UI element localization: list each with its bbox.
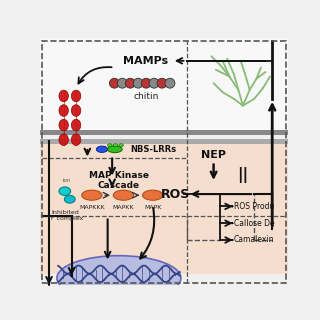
Ellipse shape [71,134,81,146]
Ellipse shape [71,90,81,102]
Circle shape [165,78,175,88]
Ellipse shape [82,190,102,200]
Ellipse shape [59,187,71,196]
Ellipse shape [71,119,81,131]
Text: MAPK: MAPK [144,205,161,210]
Circle shape [141,78,151,88]
Ellipse shape [71,105,81,116]
Circle shape [117,78,127,88]
Text: ||: || [237,167,249,183]
Ellipse shape [59,90,68,102]
Ellipse shape [113,190,133,200]
Bar [40,143,288,274]
Ellipse shape [143,190,163,200]
Circle shape [125,78,135,88]
Text: TF complex: TF complex [47,216,83,221]
Text: Callose De: Callose De [234,219,275,228]
Circle shape [157,78,167,88]
Circle shape [149,78,159,88]
Ellipse shape [59,119,68,131]
Text: ion: ion [62,178,71,183]
Text: NEP: NEP [201,150,226,160]
Text: ROS Produ: ROS Produ [234,202,274,211]
Circle shape [109,78,119,88]
Circle shape [133,78,143,88]
Ellipse shape [64,195,75,203]
Ellipse shape [57,256,181,300]
Bar [40,130,288,135]
Text: MAP Kinase
Cascade: MAP Kinase Cascade [89,171,149,190]
Text: chitin: chitin [133,92,159,101]
Ellipse shape [108,146,122,153]
Bar [40,139,288,144]
Text: NBS-LRRs: NBS-LRRs [130,145,176,154]
Bar [40,21,288,134]
Ellipse shape [59,134,68,146]
Ellipse shape [108,144,112,147]
Text: ROS: ROS [161,188,190,201]
Text: Camalexin: Camalexin [234,236,274,244]
Ellipse shape [113,144,118,147]
Text: MAMPs: MAMPs [124,56,169,66]
Ellipse shape [119,144,124,147]
Text: Inhibited: Inhibited [51,210,79,215]
Ellipse shape [59,105,68,116]
Text: MAPKK: MAPKK [113,205,134,210]
Text: MAPKKK: MAPKKK [79,205,105,210]
Ellipse shape [96,146,108,152]
